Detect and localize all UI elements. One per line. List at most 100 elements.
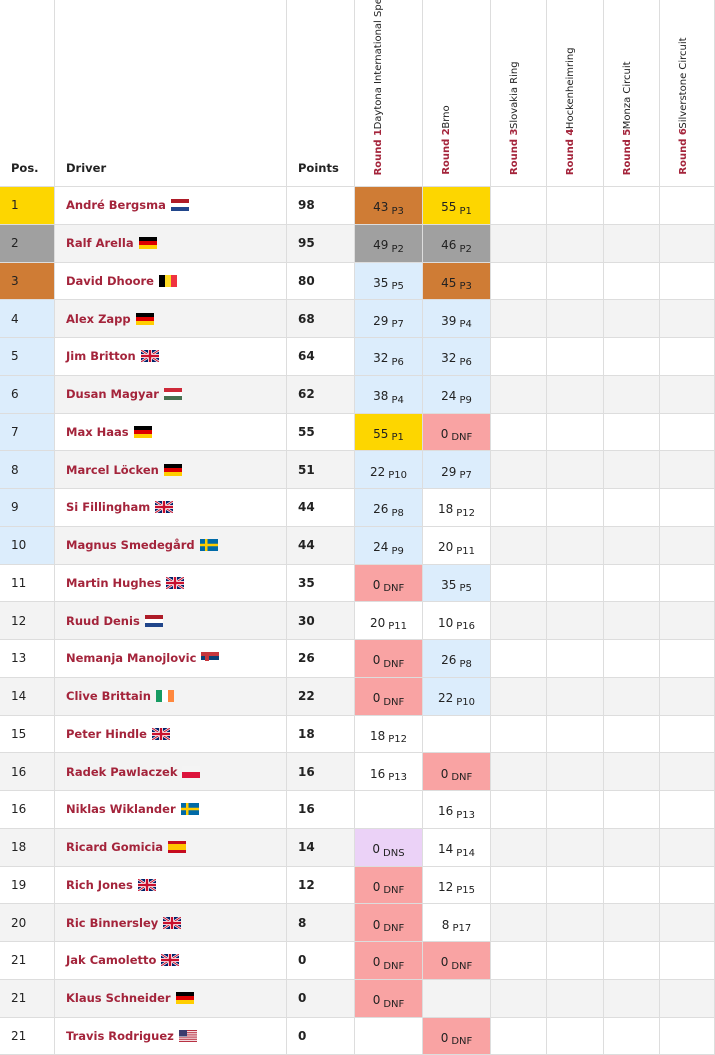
result-cell: 55 P1 [355,413,423,452]
round-points: 55 [373,426,389,441]
position: 21 [11,953,27,968]
round-points: 20 [437,540,454,555]
result-cell [491,1017,547,1055]
round-finish: P13 [388,772,408,784]
result-cell [491,677,547,716]
round-label: Round 1 [373,128,384,175]
result-cell [491,753,547,791]
position: 3 [11,273,19,288]
header-cell: Driver [55,0,287,187]
result-cell [604,451,660,489]
flag-icon [155,690,174,703]
pos-cell: 4 [0,300,55,338]
round-finish: P9 [459,394,472,406]
result-cell: 49 P2 [355,224,423,263]
round-venue: Monza Circuit [622,60,633,129]
result-cell: 29 P7 [423,451,491,489]
round-finish: P17 [452,923,472,935]
result-cell [604,979,660,1018]
total-points: 62 [298,387,315,402]
result-cell [547,640,604,678]
result-cell [547,300,604,338]
position: 10 [11,538,27,553]
result-cell [547,526,604,565]
round-points: 49 [373,238,389,253]
round-finish: P13 [456,809,476,821]
result-cell [491,602,547,640]
result-cell [604,866,660,905]
points-cell: 26 [287,640,355,678]
result-cell: 22 P10 [355,451,423,489]
result-cell: 0 DNS [355,828,423,867]
round-label: Round 3 [509,128,520,175]
result-cell [491,791,547,829]
position: 7 [11,424,19,439]
total-points: 35 [298,575,315,590]
position: 12 [11,613,27,628]
result-cell: 46 P2 [423,224,491,263]
result-cell: 0 DNF [355,640,423,678]
round-points: 24 [441,389,457,404]
pos-cell: 21 [0,979,55,1018]
result-cell: 10 P16 [423,602,491,640]
result-cell [604,942,660,980]
position: 5 [11,349,19,364]
flag-icon [155,501,174,514]
round-points: 0 [372,653,381,668]
round-finish: P3 [459,281,472,293]
result-cell [604,677,660,716]
flag-icon [159,274,177,287]
driver-name: David Dhoore [66,273,154,288]
result-cell: 22 P10 [423,677,491,716]
result-cell [660,451,715,489]
result-cell: 35 P5 [355,262,423,301]
pos-cell: 7 [0,413,55,452]
pos-cell: 11 [0,564,55,603]
driver-name: Si Fillingham [66,500,151,515]
result-cell: 0 DNF [423,942,491,980]
round-finish: P16 [456,621,476,633]
round-venue: Daytona International Speedway [373,0,384,129]
result-cell [547,866,604,905]
result-cell [491,262,547,301]
flag-icon [166,576,185,589]
round-points: 26 [373,502,389,517]
result-cell [547,451,604,489]
driver-cell: André Bergsma [55,187,287,225]
result-cell [604,828,660,867]
total-points: 16 [298,802,315,817]
round-finish: P3 [391,205,404,217]
result-cell: 0 DNF [355,942,423,980]
round-finish: P1 [459,205,472,217]
result-cell [491,187,547,225]
result-cell [355,791,423,829]
round-finish: P9 [391,545,404,557]
result-cell [423,979,491,1018]
pos-cell: 5 [0,338,55,376]
total-points: 16 [298,764,315,779]
result-cell: 0 DNF [355,564,423,603]
pos-cell: 21 [0,1017,55,1055]
driver-cell: Dusan Magyar [55,375,287,414]
round-header: Round 2 Brno [423,0,491,187]
driver-cell: Ruud Denis [55,602,287,640]
position: 8 [11,462,19,477]
pos-cell: 21 [0,942,55,980]
driver-name: Peter Hindle [66,726,147,741]
round-finish: P8 [459,658,472,670]
round-venue: Slovakia Ring [509,61,520,129]
total-points: 22 [298,689,315,704]
round-finish: P8 [391,507,404,519]
result-cell: 0 DNF [355,904,423,942]
round-points: 46 [441,238,457,253]
result-cell: 12 P15 [423,866,491,905]
result-cell [547,413,604,452]
round-points: 18 [369,728,386,743]
result-cell [660,224,715,263]
flag-icon [133,425,152,438]
points-cell: 95 [287,224,355,263]
result-cell: 29 P7 [355,300,423,338]
flag-icon [163,916,182,929]
driver-cell: David Dhoore [55,262,287,301]
